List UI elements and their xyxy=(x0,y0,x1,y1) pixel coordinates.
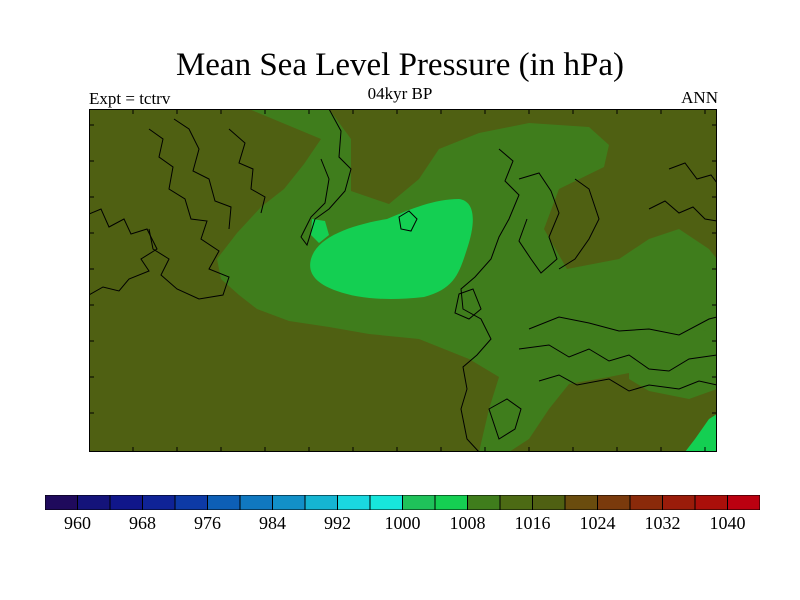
legend-color-box xyxy=(499,495,533,510)
map-frame xyxy=(89,109,717,452)
legend-color-box xyxy=(272,495,306,510)
legend-tick-label: 992 xyxy=(324,513,351,533)
season-label: ANN xyxy=(681,88,718,107)
legend-color-box xyxy=(402,495,436,510)
legend-color-box xyxy=(629,495,663,510)
legend-tick-label: 1032 xyxy=(644,513,681,533)
legend-tick-label: 1008 xyxy=(449,513,486,533)
legend-tick-label: 1024 xyxy=(579,513,616,533)
legend-color-box xyxy=(532,495,566,510)
low-pressure-edge xyxy=(685,414,717,452)
legend-color-box xyxy=(239,495,273,510)
pressure-map xyxy=(89,109,717,452)
legend-color-box xyxy=(369,495,403,510)
experiment-label: Expt = tctrv xyxy=(89,89,171,108)
legend-color-box xyxy=(597,495,631,510)
legend-color-box xyxy=(337,495,371,510)
legend-color-box xyxy=(142,495,176,510)
legend-color-box xyxy=(45,495,78,510)
legend-tick-label: 1000 xyxy=(384,513,421,533)
coastlines xyxy=(89,109,717,452)
legend-tick-label: 968 xyxy=(129,513,156,533)
chart-title: Mean Sea Level Pressure (in hPa) xyxy=(175,47,625,83)
mid-pressure-region-east xyxy=(629,324,717,399)
legend-color-box xyxy=(434,495,468,510)
color-legend-labels: 960 968 976 984 992 1000 1008 1016 1024 1032 1040 xyxy=(0,512,800,534)
legend-tick-label: 976 xyxy=(194,513,221,533)
low-pressure-core xyxy=(310,199,473,299)
low-pressure-spot xyxy=(311,219,329,243)
legend-color-box xyxy=(109,495,143,510)
legend-color-box xyxy=(77,495,111,510)
legend-tick-label: 1040 xyxy=(709,513,746,533)
legend-color-box xyxy=(564,495,598,510)
legend-color-box xyxy=(727,495,760,510)
legend-color-box xyxy=(467,495,501,510)
time-period-label: 04kyr BP xyxy=(367,84,433,103)
legend-color-box xyxy=(662,495,696,510)
legend-color-box xyxy=(174,495,208,510)
legend-color-box xyxy=(304,495,338,510)
legend-color-box xyxy=(694,495,728,510)
legend-tick-label: 1016 xyxy=(514,513,551,533)
legend-tick-label: 960 xyxy=(64,513,91,533)
color-legend-bar xyxy=(45,495,760,510)
legend-color-box xyxy=(207,495,241,510)
legend-tick-label: 984 xyxy=(259,513,286,533)
